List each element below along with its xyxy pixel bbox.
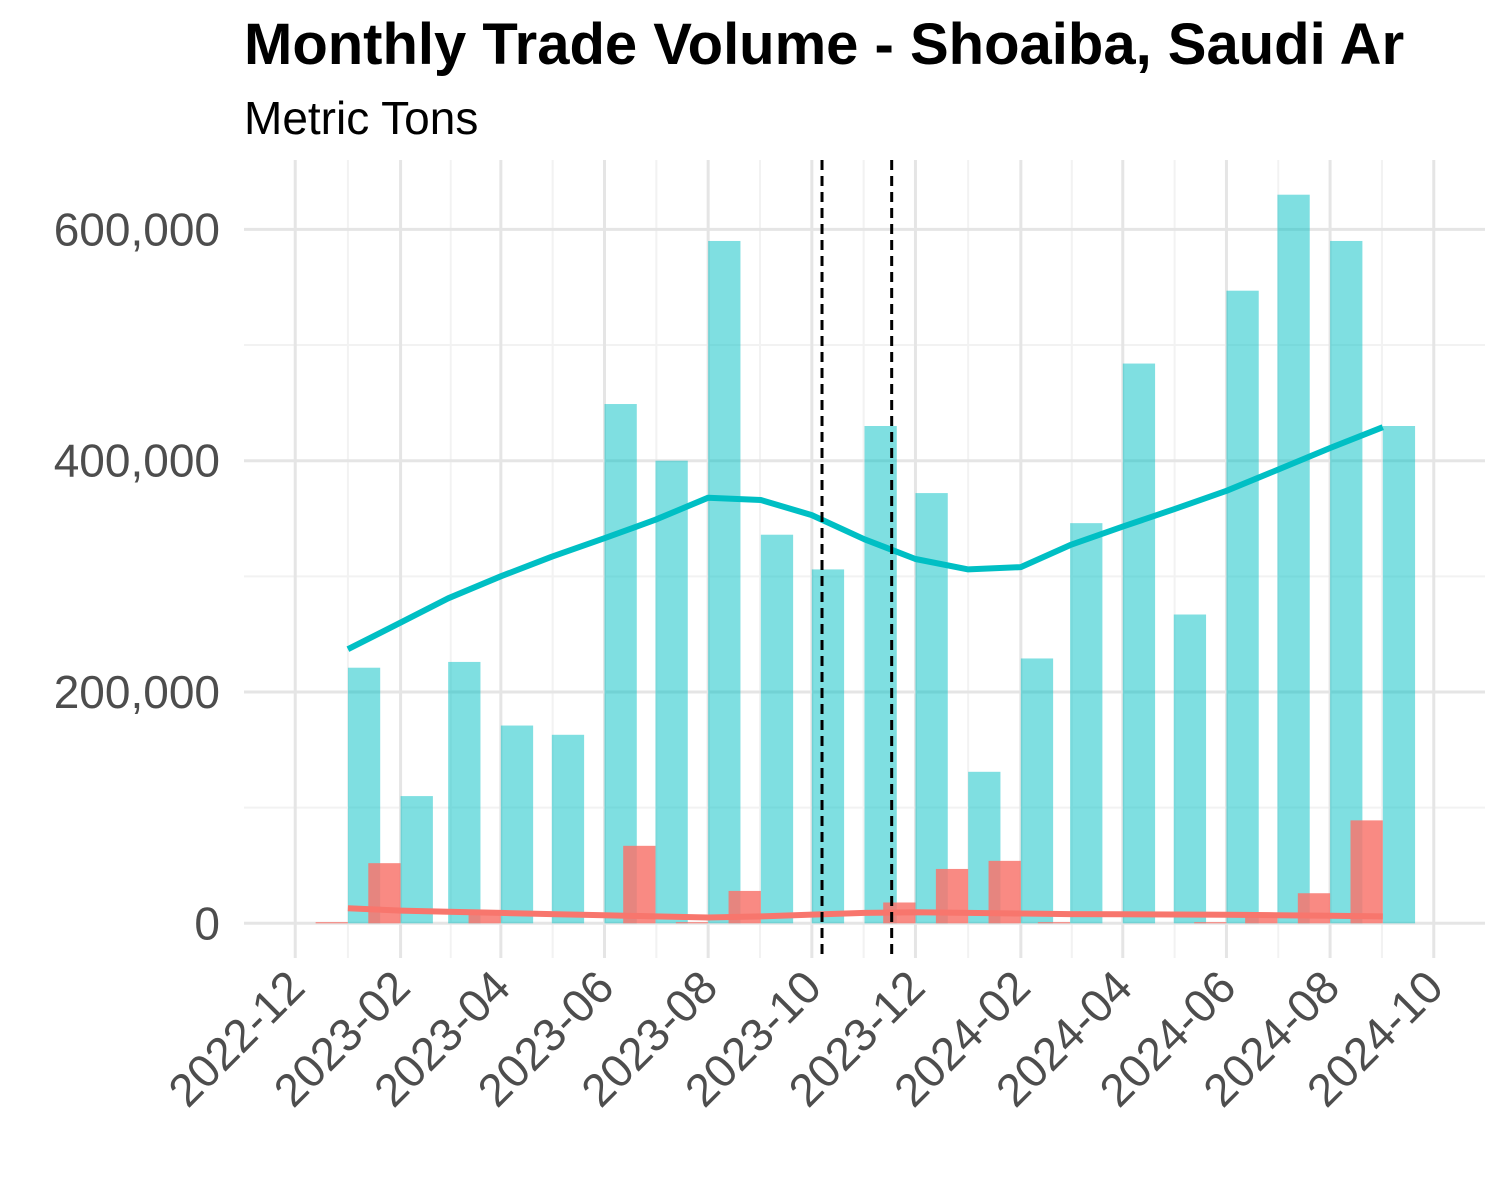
reference-lines-group	[820, 160, 894, 958]
bar	[1330, 240, 1363, 924]
bar	[708, 240, 741, 924]
bar	[400, 796, 433, 924]
bar	[1194, 922, 1227, 924]
y-tick-label: 0	[194, 897, 220, 949]
trend-lines-group	[346, 424, 1384, 921]
bar	[1070, 523, 1103, 924]
chart-subtitle: Metric Tons	[244, 92, 478, 144]
bar	[368, 863, 401, 924]
bar	[1122, 363, 1156, 924]
bar	[1350, 820, 1383, 924]
bar	[315, 922, 348, 924]
bar	[1382, 426, 1416, 924]
bar	[1245, 914, 1278, 924]
bar	[500, 725, 534, 924]
x-axis: 2022-122023-022023-042023-062023-082023-…	[158, 960, 1453, 1116]
y-tick-label: 400,000	[54, 435, 220, 487]
bar	[551, 734, 585, 924]
chart-title: Monthly Trade Volume - Shoaiba, Saudi Ar	[244, 12, 1404, 77]
bar	[1037, 922, 1071, 924]
bar	[1226, 290, 1259, 924]
y-tick-label: 600,000	[54, 203, 220, 255]
bar	[675, 922, 709, 924]
bar	[468, 911, 501, 924]
trend-line	[346, 424, 1384, 652]
bar	[760, 534, 794, 924]
bar	[1020, 658, 1054, 924]
bar	[1277, 194, 1310, 924]
bar	[811, 569, 845, 924]
bar	[623, 845, 656, 924]
y-axis: 0 200,000 400,000 600,000	[54, 203, 220, 949]
bar	[1173, 614, 1207, 924]
bar-series-group	[315, 194, 1416, 924]
bar	[604, 404, 637, 924]
bar	[1297, 893, 1331, 924]
trend-line	[347, 905, 1383, 921]
bar	[448, 661, 481, 924]
y-tick-label: 200,000	[54, 666, 220, 718]
bar	[655, 460, 688, 924]
